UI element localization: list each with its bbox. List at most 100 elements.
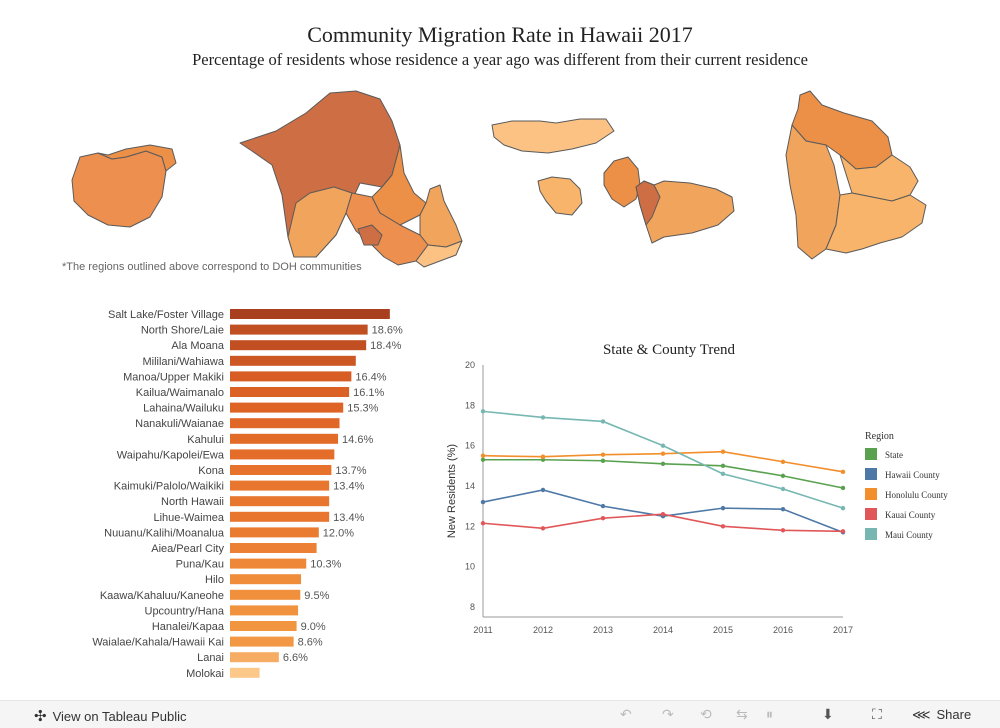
map-region-lanai[interactable]: [537, 176, 583, 216]
data-point[interactable]: [540, 457, 546, 462]
bar[interactable]: [230, 621, 297, 631]
bar[interactable]: [230, 605, 299, 616]
bar-category-label: Kaawa/Kahaluu/Kaneohe: [100, 590, 224, 602]
undo-icon[interactable]: ↶: [620, 706, 632, 722]
data-point[interactable]: [660, 443, 666, 448]
bar[interactable]: [230, 402, 344, 413]
bar-category-label: Lihue-Waimea: [153, 512, 224, 524]
map-region-maui-west[interactable]: [603, 156, 641, 208]
map-region-oahu-hawaiikai[interactable]: [415, 240, 463, 268]
data-point[interactable]: [720, 505, 726, 511]
data-point[interactable]: [660, 511, 666, 517]
fullscreen-icon[interactable]: ⛶: [872, 706, 882, 722]
data-point[interactable]: [480, 521, 486, 526]
redo-icon[interactable]: ↷: [662, 706, 674, 722]
data-point[interactable]: [600, 452, 606, 457]
refresh-icon[interactable]: ⇆: [736, 706, 748, 722]
bar[interactable]: [230, 667, 260, 678]
data-point[interactable]: [840, 469, 846, 475]
data-point[interactable]: [780, 528, 786, 533]
data-point[interactable]: [540, 526, 546, 531]
map-region-kauai-north[interactable]: [97, 144, 177, 172]
map-region-hawaii-puna[interactable]: [825, 192, 927, 254]
bar[interactable]: [230, 527, 319, 538]
revert-icon[interactable]: ⟲: [700, 706, 712, 722]
data-point[interactable]: [600, 503, 606, 509]
bar[interactable]: [230, 449, 335, 460]
map-region-oahu[interactable]: [239, 90, 401, 258]
bar[interactable]: [230, 652, 279, 663]
hawaii-map[interactable]: [0, 85, 1000, 285]
data-point[interactable]: [600, 419, 606, 424]
data-point[interactable]: [600, 516, 606, 521]
data-point[interactable]: [720, 449, 726, 454]
legend-label[interactable]: State: [885, 450, 903, 460]
bar[interactable]: [230, 371, 352, 382]
bar-value-label: 16.4%: [355, 371, 386, 383]
data-point[interactable]: [780, 486, 786, 492]
bar[interactable]: [230, 543, 317, 553]
bar[interactable]: [230, 480, 330, 491]
bar-category-label: North Hawaii: [161, 496, 224, 508]
data-point[interactable]: [840, 529, 846, 534]
data-point[interactable]: [480, 409, 486, 414]
bar[interactable]: [230, 355, 356, 366]
data-point[interactable]: [600, 458, 606, 463]
bar[interactable]: [230, 324, 368, 335]
bar[interactable]: [230, 636, 294, 647]
data-point[interactable]: [720, 524, 726, 529]
data-point[interactable]: [660, 461, 666, 466]
map-footnote: *The regions outlined above correspond t…: [62, 261, 362, 273]
bar-value-label: 12.0%: [323, 527, 354, 539]
data-point[interactable]: [720, 471, 726, 477]
bar[interactable]: [230, 309, 390, 319]
data-point[interactable]: [840, 505, 846, 511]
map-region-molokai[interactable]: [491, 118, 615, 154]
bar[interactable]: [230, 465, 332, 475]
map-region-kauai[interactable]: [71, 150, 167, 228]
data-point[interactable]: [720, 463, 726, 468]
data-point[interactable]: [660, 451, 666, 456]
legend-label[interactable]: Kauai County: [885, 510, 936, 520]
data-point[interactable]: [540, 454, 546, 459]
bar[interactable]: [230, 589, 301, 600]
map-region-maui-east[interactable]: [635, 180, 735, 244]
data-point[interactable]: [780, 459, 786, 464]
map-region-oahu-saltlake[interactable]: [357, 224, 383, 246]
data-point[interactable]: [480, 499, 486, 505]
bar[interactable]: [230, 574, 302, 585]
bar-value-label: 18.6%: [372, 325, 403, 337]
data-point[interactable]: [840, 485, 846, 491]
bar[interactable]: [230, 387, 350, 397]
bar[interactable]: [230, 433, 339, 444]
bar[interactable]: [230, 558, 307, 569]
data-point[interactable]: [540, 487, 546, 493]
legend-swatch[interactable]: [865, 508, 877, 520]
data-point[interactable]: [780, 506, 786, 512]
legend-swatch[interactable]: [865, 468, 877, 480]
legend-swatch[interactable]: [865, 488, 877, 500]
legend-label[interactable]: Honolulu County: [885, 490, 948, 500]
view-on-tableau-link[interactable]: ✣ View on Tableau Public: [34, 707, 187, 725]
data-point[interactable]: [480, 453, 486, 458]
bar-category-label: Aiea/Pearl City: [151, 543, 224, 555]
bar-value-label: 15.3%: [347, 403, 378, 415]
bar[interactable]: [230, 340, 367, 351]
pause-icon[interactable]: ⏸: [766, 706, 773, 722]
data-point[interactable]: [540, 415, 546, 420]
map-region-maui-kahului[interactable]: [635, 180, 661, 226]
share-button[interactable]: ⋘ Share: [912, 707, 971, 723]
bar[interactable]: [230, 496, 330, 507]
legend-label[interactable]: Maui County: [885, 530, 933, 540]
data-point[interactable]: [480, 457, 486, 462]
map-region-oahu-kailua[interactable]: [419, 184, 463, 248]
legend-label[interactable]: Hawaii County: [885, 470, 940, 480]
series-line[interactable]: [482, 489, 844, 534]
bar[interactable]: [230, 511, 330, 522]
legend-swatch[interactable]: [865, 528, 877, 540]
data-point[interactable]: [780, 473, 786, 479]
legend-swatch[interactable]: [865, 448, 877, 460]
bar[interactable]: [230, 418, 340, 429]
download-icon[interactable]: ⬇: [822, 706, 834, 722]
bar-category-label: Kaimuki/Palolo/Waikiki: [114, 481, 224, 493]
